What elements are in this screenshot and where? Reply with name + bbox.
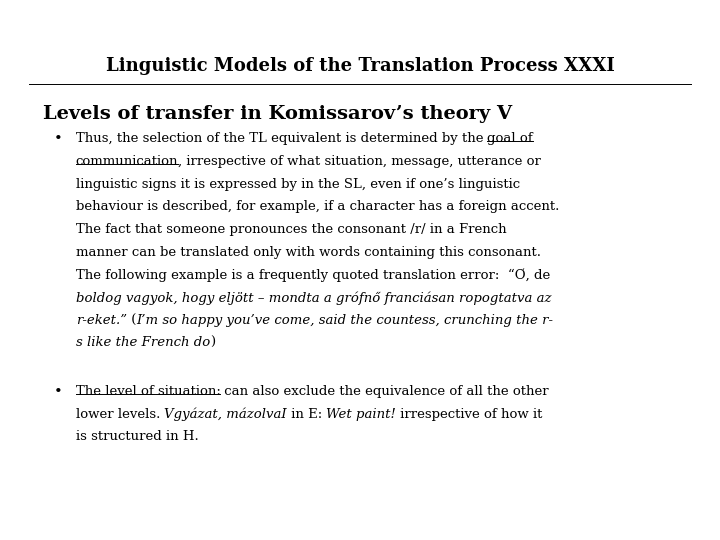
Text: , irrespective of what situation, message, utterance or: , irrespective of what situation, messag… — [178, 155, 541, 168]
Text: •: • — [54, 385, 63, 399]
Text: The level of situation:: The level of situation: — [76, 385, 220, 398]
Text: communication: communication — [76, 155, 178, 168]
Text: linguistic signs it is expressed by in the SL, even if one’s linguistic: linguistic signs it is expressed by in t… — [76, 178, 520, 191]
Text: Vgyázat, mázolvaI: Vgyázat, mázolvaI — [164, 408, 287, 421]
Text: Linguistic Models of the Translation Process XXXI: Linguistic Models of the Translation Pro… — [106, 57, 614, 75]
Text: Levels of transfer in Komissarov’s theory V: Levels of transfer in Komissarov’s theor… — [43, 105, 513, 123]
Text: I’m so happy you’ve come, said the countess, crunching the r-: I’m so happy you’ve come, said the count… — [136, 314, 553, 327]
Text: can also exclude the equivalence of all the other: can also exclude the equivalence of all … — [220, 385, 549, 398]
Text: boldog vagyok, hogy eljött – mondta a grófnő franciásan ropogtatva az: boldog vagyok, hogy eljött – mondta a gr… — [76, 291, 551, 305]
Text: Thus, the selection of the TL equivalent is determined by the: Thus, the selection of the TL equivalent… — [76, 132, 487, 145]
Text: ): ) — [210, 336, 215, 349]
Text: irrespective of how it: irrespective of how it — [396, 408, 543, 421]
Text: behaviour is described, for example, if a character has a foreign accent.: behaviour is described, for example, if … — [76, 200, 559, 213]
Text: r-eket.”: r-eket.” — [76, 314, 127, 327]
Text: •: • — [54, 132, 63, 146]
Text: Wet paint!: Wet paint! — [326, 408, 396, 421]
Text: s like the French do: s like the French do — [76, 336, 210, 349]
Text: goal of: goal of — [487, 132, 533, 145]
Text: manner can be translated only with words containing this consonant.: manner can be translated only with words… — [76, 246, 541, 259]
Text: is structured in H.: is structured in H. — [76, 430, 198, 443]
Text: (: ( — [127, 314, 136, 327]
Text: in E:: in E: — [287, 408, 326, 421]
Text: The fact that someone pronounces the consonant /r/ in a French: The fact that someone pronounces the con… — [76, 223, 506, 236]
Text: The following example is a frequently quoted translation error:  “Ó, de: The following example is a frequently qu… — [76, 268, 550, 282]
Text: lower levels.: lower levels. — [76, 408, 164, 421]
